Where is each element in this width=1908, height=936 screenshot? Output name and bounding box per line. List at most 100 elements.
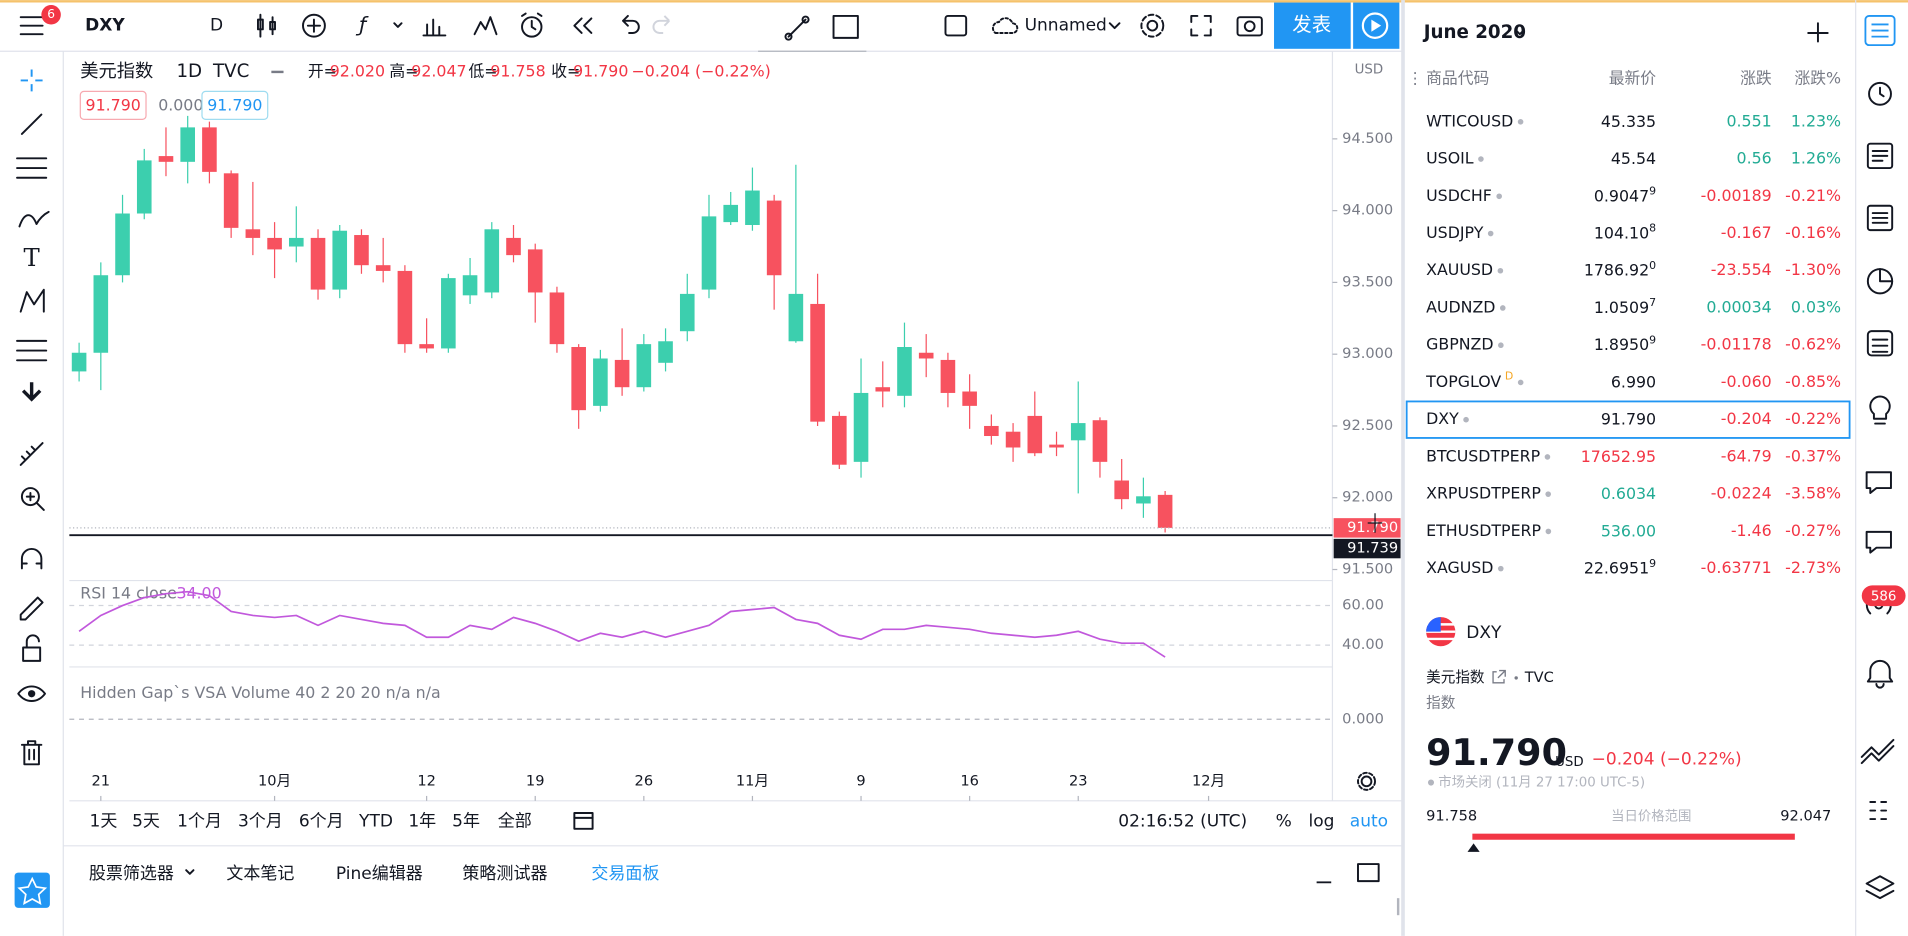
watchlist-row[interactable]: USDCHF 0.90479 -0.00189 -0.21%: [1426, 184, 1841, 204]
hotlists-sidebar-button[interactable]: [1866, 268, 1894, 295]
range-button[interactable]: 1个月: [177, 811, 222, 831]
range-button[interactable]: 全部: [498, 811, 532, 831]
stay-drawing-tool[interactable]: [19, 596, 44, 621]
fib-tool[interactable]: [16, 157, 48, 179]
trading-sidebar-button[interactable]: [1860, 738, 1895, 765]
indicators-button[interactable]: ƒ: [355, 13, 369, 37]
redo-button[interactable]: [652, 15, 670, 34]
news-sidebar-button[interactable]: [1866, 142, 1894, 170]
bid-box[interactable]: [79, 90, 147, 120]
layout-button[interactable]: [473, 16, 498, 36]
layout-select[interactable]: [944, 14, 968, 37]
brush-tool[interactable]: [18, 210, 50, 228]
tab-menu[interactable]: [185, 869, 195, 875]
range-button[interactable]: 1天: [90, 811, 118, 831]
publish-button[interactable]: 发表: [1292, 13, 1331, 36]
watchlist-row[interactable]: USDJPY 104.108 -0.167 -0.16%: [1426, 222, 1841, 242]
clock[interactable]: 02:16:52 (UTC): [1118, 811, 1247, 831]
watchlist-row[interactable]: BTCUSDTPERP 17652.95 -64.79 -0.37%: [1426, 446, 1841, 465]
bottom-tab[interactable]: 策略测试器: [462, 864, 547, 884]
replay-button[interactable]: [573, 17, 593, 34]
publish-button-bg[interactable]: [1274, 2, 1351, 49]
crosshair-tool[interactable]: [20, 69, 43, 92]
bottom-tab[interactable]: Pine编辑器: [336, 864, 423, 884]
settings-button[interactable]: [1140, 13, 1165, 38]
bid[interactable]: 91.790: [86, 95, 141, 114]
add-symbol[interactable]: [1807, 22, 1829, 43]
alert-button[interactable]: [521, 12, 543, 38]
menu-button[interactable]: [19, 16, 44, 36]
interval-button[interactable]: D: [210, 16, 223, 36]
undo-button[interactable]: [622, 14, 640, 34]
fullscreen-button[interactable]: [1190, 14, 1212, 37]
favorites-button[interactable]: [14, 872, 50, 908]
column-header[interactable]: 涨跌%: [1794, 69, 1841, 88]
range-button[interactable]: 5年: [452, 811, 480, 831]
ask[interactable]: 91.790: [207, 95, 262, 114]
watchlist-row[interactable]: XAUUSD 1786.920 -23.554 -1.30%: [1426, 259, 1841, 279]
watchlist-title[interactable]: June 2020: [1422, 22, 1526, 43]
column-handle[interactable]: ⋮: [1407, 69, 1423, 88]
range-button[interactable]: 5天: [132, 811, 160, 831]
prediction-tool[interactable]: [16, 339, 48, 362]
bottom-tab[interactable]: 交易面板: [591, 864, 659, 884]
time-axis-settings[interactable]: [1357, 771, 1376, 791]
data-window-sidebar-button[interactable]: [1866, 204, 1894, 232]
lock-tool[interactable]: [22, 634, 42, 662]
measure-tool[interactable]: [19, 442, 44, 466]
text-tool[interactable]: T: [24, 243, 40, 272]
range-button[interactable]: 1年: [408, 811, 436, 831]
fullscreen-select-button[interactable]: [832, 14, 859, 39]
indicators-menu[interactable]: [393, 22, 403, 28]
maximize-panel[interactable]: [1357, 863, 1380, 883]
symbol-search[interactable]: DXY: [85, 16, 125, 36]
auto-toggle[interactable]: auto: [1350, 811, 1388, 831]
external-link[interactable]: [1492, 669, 1506, 684]
watchlist-row[interactable]: DXY 91.790 -0.204 -0.22%: [1405, 400, 1851, 439]
pattern-tool[interactable]: [19, 288, 45, 313]
bottom-tab[interactable]: 文本笔记: [226, 864, 294, 884]
compare-button[interactable]: [302, 13, 326, 38]
ideas-sidebar-button[interactable]: [1869, 395, 1891, 425]
notifications-sidebar-button[interactable]: [1866, 659, 1894, 689]
watchlist-row[interactable]: USOIL 45.54 0.56 1.26%: [1426, 149, 1841, 168]
percent-toggle[interactable]: %: [1276, 811, 1292, 831]
bottom-tab[interactable]: 股票筛选器: [89, 864, 174, 884]
column-header[interactable]: 商品代码: [1426, 69, 1489, 88]
layout-menu[interactable]: [1108, 22, 1121, 30]
alerts-sidebar-button[interactable]: [1868, 81, 1892, 106]
log-toggle[interactable]: log: [1309, 811, 1335, 831]
watchlist-row[interactable]: ETHUSDTPERP 536.00 -1.46 -0.27%: [1426, 521, 1841, 540]
range-button[interactable]: 3个月: [238, 811, 283, 831]
magnet-tool[interactable]: [20, 547, 43, 570]
messages-sidebar-button[interactable]: [1865, 530, 1892, 554]
column-header[interactable]: 最新价: [1609, 69, 1657, 88]
watchlist-row[interactable]: XRPUSDTPERP 0.6034 -0.0224 -3.58%: [1426, 484, 1841, 503]
hide-tools[interactable]: [21, 382, 42, 402]
date-range-button[interactable]: [573, 811, 594, 830]
range-button[interactable]: 6个月: [299, 811, 344, 831]
delete-tool[interactable]: [20, 740, 43, 766]
watchlist-sidebar-button[interactable]: [1864, 15, 1896, 47]
watchlist-row[interactable]: WTICOUSD 45.335 0.551 1.23%: [1426, 111, 1841, 130]
drawing-tool-button[interactable]: [784, 15, 810, 41]
chart-type-button[interactable]: [256, 13, 276, 38]
watchlist-row[interactable]: GBPNZD 1.89509 -0.01178 -0.62%: [1426, 333, 1841, 353]
snapshot-button[interactable]: [1236, 16, 1263, 37]
watchlist-row[interactable]: XAGUSD 22.69519 -0.63771 -2.73%: [1426, 557, 1841, 577]
watchlist-menu[interactable]: [1515, 29, 1525, 36]
templates-button[interactable]: [422, 18, 447, 37]
zoom-tool[interactable]: [20, 487, 45, 511]
dom-sidebar-button[interactable]: [1869, 801, 1888, 821]
trendline-tool[interactable]: [20, 113, 43, 135]
calendar-sidebar-button[interactable]: [1866, 330, 1894, 357]
range-button[interactable]: YTD: [358, 811, 393, 831]
layout-name[interactable]: Unnamed: [1025, 16, 1107, 36]
watchlist-row[interactable]: AUDNZD 1.05097 0.00034 0.03%: [1426, 296, 1841, 316]
ask-box[interactable]: [201, 90, 269, 120]
column-header[interactable]: 涨跌: [1740, 69, 1772, 88]
chats-sidebar-button[interactable]: [1865, 471, 1892, 494]
layers-sidebar-button[interactable]: [1865, 875, 1895, 900]
visibility-tool[interactable]: [17, 685, 46, 702]
watchlist-row[interactable]: TOPGLOV D 6.990 -0.060 -0.85%: [1425, 369, 1841, 391]
